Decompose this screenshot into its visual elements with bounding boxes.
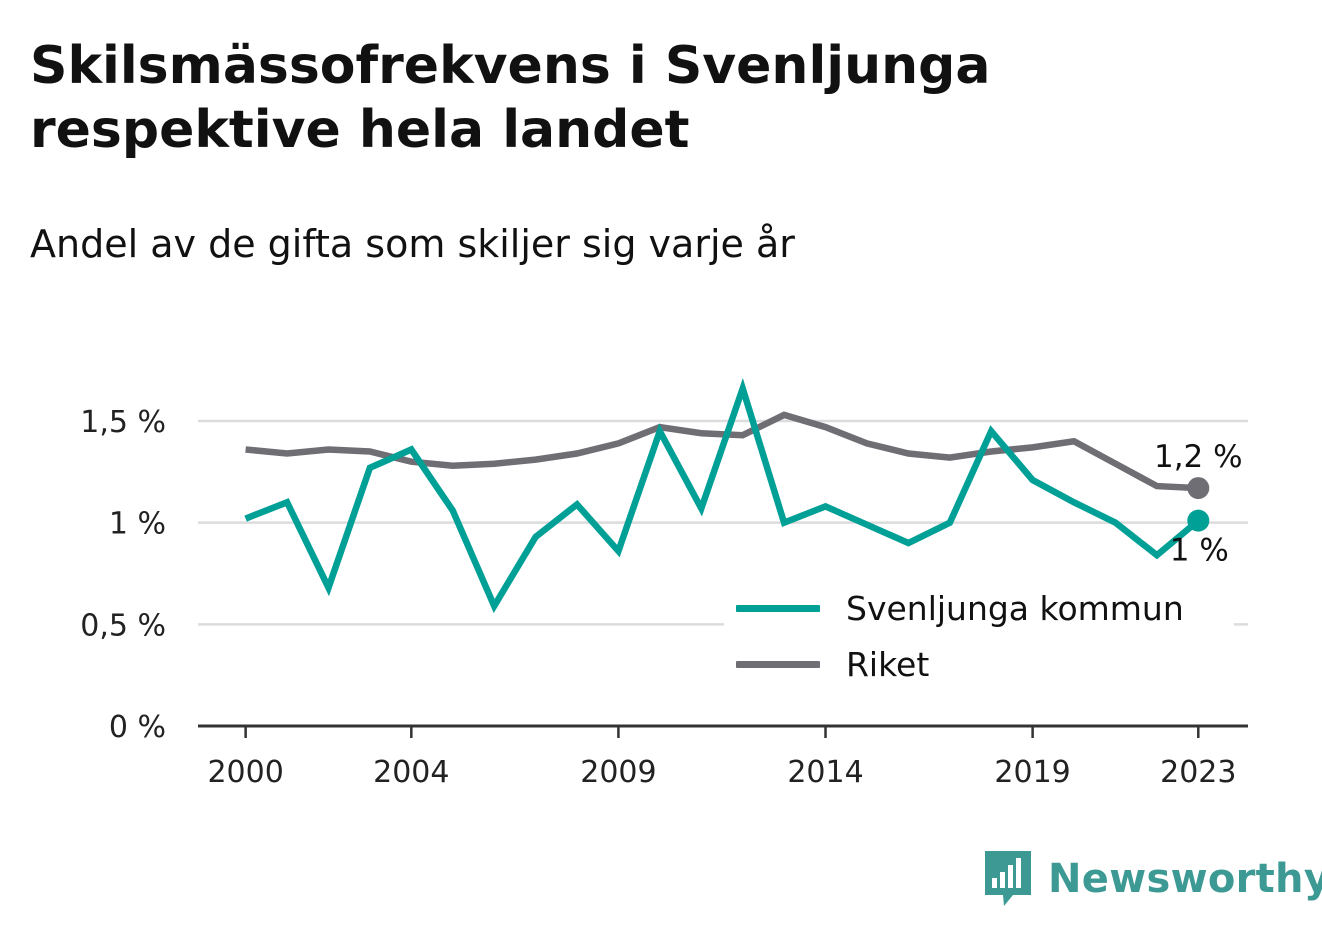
- axes: 0 % 0,5 % 1 % 1,5 % 2000 2004 2009 2014 2019 2023: [80, 405, 1248, 790]
- legend-swatch-riket: [736, 660, 820, 668]
- series-line-svenljunga: [244, 378, 1201, 614]
- end-label-svenljunga: 1 %: [1170, 533, 1229, 569]
- end-marker-riket: [1187, 477, 1210, 500]
- x-tick-label: 2004: [373, 755, 449, 790]
- x-tick-label: 2023: [1160, 755, 1236, 790]
- end-marker-svenljunga: [1187, 509, 1210, 532]
- end-label-riket: 1,2 %: [1154, 439, 1243, 475]
- legend-item-svenljunga[interactable]: Svenljunga kommun: [736, 580, 1184, 636]
- x-tick-label: 2009: [580, 755, 656, 790]
- newsworthy-brand[interactable]: Newsworthy: [982, 848, 1322, 910]
- legend-swatch-svenljunga: [736, 604, 820, 612]
- end-markers: 1 % 1,2 %: [1154, 439, 1243, 569]
- legend-label-riket: Riket: [846, 644, 930, 684]
- legend-item-riket[interactable]: Riket: [736, 636, 929, 692]
- y-tick-label: 1 %: [109, 507, 166, 542]
- chart-title: Skilsmässofrekvens i Svenljunga respekti…: [30, 36, 991, 160]
- x-tick-label: 2014: [787, 755, 863, 790]
- brand-name: Newsworthy: [1048, 856, 1322, 902]
- y-tick-label: 0,5 %: [80, 608, 166, 643]
- legend: Svenljunga kommun Riket: [724, 578, 1234, 696]
- y-tick-label: 1,5 %: [80, 405, 166, 440]
- legend-label-svenljunga: Svenljunga kommun: [846, 588, 1184, 628]
- chart-subtitle: Andel av de gifta som skiljer sig varje …: [30, 222, 795, 266]
- x-tick-label: 2000: [207, 755, 283, 790]
- y-tick-label: 0 %: [109, 710, 166, 745]
- x-tick-label: 2019: [994, 755, 1070, 790]
- series-line-riket: [245, 411, 1199, 492]
- newsworthy-bar-chart-bubble-icon: [985, 851, 1031, 906]
- series-lines: [244, 378, 1201, 614]
